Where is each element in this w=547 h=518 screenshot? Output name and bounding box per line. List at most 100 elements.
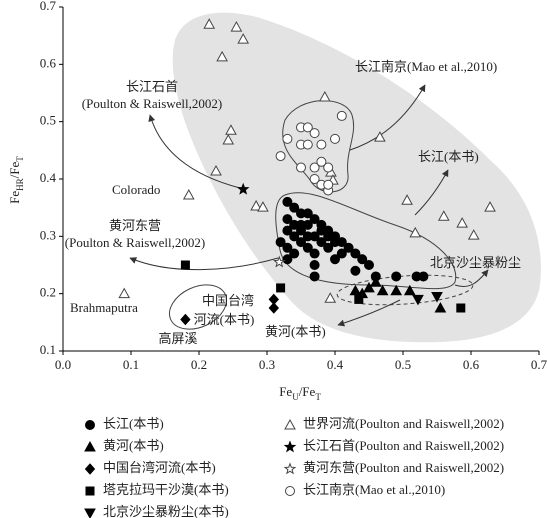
axis-label-part: U	[292, 392, 299, 402]
data-point	[369, 276, 382, 287]
legend-marker	[284, 418, 296, 430]
data-point	[289, 202, 300, 213]
axis-label: FeU/FeT	[279, 384, 321, 402]
data-point	[316, 156, 327, 167]
axis-label-part: T	[315, 392, 321, 402]
x-tick-label: 0.2	[191, 357, 207, 372]
data-point	[376, 284, 389, 296]
data-point	[282, 242, 293, 253]
data-point	[282, 133, 293, 144]
data-point	[350, 265, 361, 276]
x-tick-label: 0.1	[123, 357, 139, 372]
y-tick-label: 0.6	[40, 55, 57, 70]
changjiang-outline	[275, 192, 457, 290]
x-tick-label: 0.5	[395, 357, 411, 372]
axis-label-part: HR	[15, 178, 25, 191]
data-point	[257, 201, 269, 212]
annotation: 长江(本书)	[418, 149, 479, 164]
data-point	[418, 271, 429, 282]
axis-label-part: T	[15, 156, 25, 162]
axis-label-part: Fe	[279, 384, 292, 399]
legend-marker	[285, 486, 295, 496]
data-point	[289, 231, 300, 242]
data-point	[302, 231, 313, 242]
data-point	[323, 162, 334, 173]
data-point	[434, 301, 447, 313]
annotation: 北京沙尘暴粉尘	[430, 255, 521, 270]
data-point	[403, 284, 416, 296]
data-point	[302, 122, 313, 133]
annotation: 长江南京(Mao et al.,2010)	[355, 59, 497, 74]
data-point	[268, 302, 279, 314]
huanghe-outline	[336, 274, 474, 306]
data-point	[336, 248, 347, 259]
data-point	[456, 303, 466, 313]
x-tick-label: 0.0	[55, 357, 71, 372]
data-point	[309, 162, 320, 173]
y-tick-label: 0.5	[40, 113, 56, 128]
data-point	[237, 33, 250, 44]
data-point	[350, 248, 361, 259]
field-region	[172, 12, 541, 343]
y-tick-label: 0.4	[40, 170, 57, 185]
y-tick-label: 0.7	[40, 0, 57, 13]
data-point	[282, 196, 293, 207]
data-point	[282, 254, 293, 265]
data-point	[230, 21, 243, 32]
legend-marker	[84, 440, 96, 452]
data-point	[349, 284, 362, 296]
data-point	[467, 229, 480, 240]
data-point	[437, 210, 450, 221]
arrow	[129, 257, 279, 271]
data-point	[309, 271, 320, 282]
data-point	[203, 18, 216, 29]
annotation: 黄河东营	[109, 218, 161, 233]
axis-label-part: /Fe	[7, 161, 22, 178]
data-point	[182, 189, 195, 200]
legend-marker	[85, 420, 95, 430]
x-tick-label: 0.4	[327, 357, 344, 372]
legend-label: 北京沙尘暴粉尘(本书)	[103, 504, 229, 518]
data-point	[216, 50, 228, 62]
x-tick-label: 0.6	[463, 357, 480, 372]
legend-marker	[84, 508, 96, 518]
data-point	[484, 201, 496, 212]
data-point	[302, 139, 313, 150]
annotation: 中国台湾	[202, 293, 254, 308]
legend-label: 世界河流(Poulton and Raiswell,2002)	[303, 416, 504, 431]
data-point	[309, 248, 320, 259]
legend-label: 黄河(本书)	[103, 438, 164, 453]
data-point	[296, 237, 306, 248]
data-point	[401, 194, 413, 205]
data-point	[316, 237, 327, 248]
data-point	[309, 214, 320, 225]
data-point	[180, 313, 191, 326]
annotation: Brahmaputra	[70, 300, 138, 315]
legend-label: 中国台湾河流(本书)	[103, 460, 216, 475]
data-point	[330, 133, 340, 144]
data-point	[318, 90, 331, 102]
annotation: 长江石首	[126, 79, 178, 94]
legend-label: 塔克拉玛干沙漠(本书)	[103, 482, 229, 497]
data-point	[357, 254, 368, 265]
axis-label-part: Fe	[7, 191, 22, 204]
data-point	[354, 294, 364, 304]
x-tick-label: 0.7	[531, 357, 547, 372]
legend-marker	[283, 462, 297, 475]
annotation: 黄河(本书)	[265, 324, 326, 339]
data-point	[309, 128, 320, 139]
taiwan-outline	[169, 284, 227, 330]
annotation: (Poulton & Raiswell,2002)	[65, 235, 205, 250]
x-tick-label: 0.3	[259, 357, 275, 372]
data-point	[323, 179, 334, 190]
data-point	[222, 133, 235, 145]
annotation: 高屏溪	[158, 331, 197, 346]
data-point	[323, 242, 334, 253]
data-point	[456, 217, 469, 228]
data-point	[363, 281, 375, 293]
annotation: (Poulton & Raiswell,2002)	[82, 96, 222, 111]
y-tick-label: 0.1	[40, 342, 56, 357]
y-tick-label: 0.2	[40, 285, 56, 300]
data-point	[343, 242, 354, 253]
